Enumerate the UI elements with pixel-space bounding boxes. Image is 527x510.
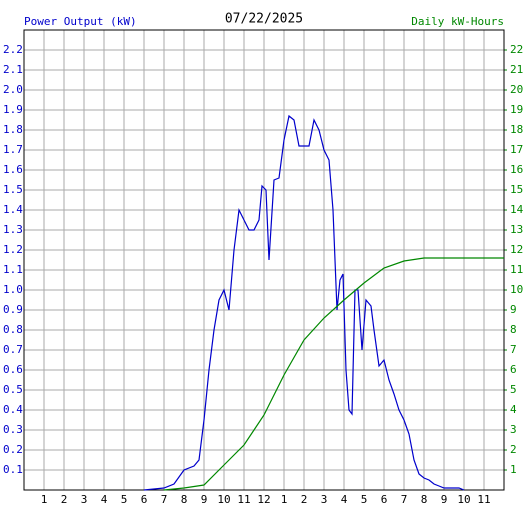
y2-tick-label: 18 (510, 123, 523, 136)
right-axis-title: Daily kW-Hours (411, 15, 504, 28)
y2-tick-label: 15 (510, 183, 523, 196)
y2-tick-label: 19 (510, 103, 523, 116)
x-tick-label: 4 (101, 493, 108, 506)
y2-tick-label: 12 (510, 243, 523, 256)
x-tick-label: 5 (361, 493, 368, 506)
x-tick-label: 1 (281, 493, 288, 506)
y2-tick-label: 13 (510, 223, 523, 236)
y-tick-label: 1.2 (3, 243, 23, 256)
plot-border (23, 29, 505, 491)
y-tick-label: 1.5 (3, 183, 23, 196)
y-tick-label: 1.0 (3, 283, 23, 296)
y2-tick-label: 20 (510, 83, 523, 96)
y-tick-label: 0.6 (3, 363, 23, 376)
x-tick-label: 8 (181, 493, 188, 506)
y-tick-label: 0.1 (3, 463, 23, 476)
chart-title: 07/22/2025 (225, 12, 303, 27)
x-tick-label: 6 (381, 493, 388, 506)
x-tick-label: 1 (41, 493, 48, 506)
y-tick-label: 1.3 (3, 223, 23, 236)
y2-tick-label: 10 (510, 283, 523, 296)
x-tick-label: 10 (217, 493, 230, 506)
y2-tick-label: 9 (510, 303, 517, 316)
left-axis-title: Power Output (kW) (24, 15, 137, 28)
y2-tick-label: 14 (510, 203, 524, 216)
x-tick-label: 8 (421, 493, 428, 506)
y2-tick-label: 5 (510, 383, 517, 396)
y2-tick-label: 11 (510, 263, 523, 276)
x-tick-label: 2 (61, 493, 68, 506)
y2-tick-label: 16 (510, 163, 523, 176)
y-tick-label: 0.4 (3, 403, 23, 416)
x-tick-label: 9 (441, 493, 448, 506)
y-tick-label: 2.1 (3, 63, 23, 76)
y-tick-label: 0.7 (3, 343, 23, 356)
x-tick-label: 5 (121, 493, 128, 506)
y-tick-label: 1.7 (3, 143, 23, 156)
y2-tick-label: 21 (510, 63, 523, 76)
x-tick-label: 3 (81, 493, 88, 506)
x-tick-label: 7 (161, 493, 168, 506)
y2-tick-label: 2 (510, 443, 517, 456)
x-tick-label: 11 (477, 493, 490, 506)
x-tick-label: 6 (141, 493, 148, 506)
y-tick-label: 0.2 (3, 443, 23, 456)
series-line (163, 257, 504, 491)
y2-tick-label: 17 (510, 143, 523, 156)
x-tick-label: 3 (321, 493, 328, 506)
y-tick-label: 1.8 (3, 123, 23, 136)
y2-tick-label: 8 (510, 323, 517, 336)
y-tick-label: 2.0 (3, 83, 23, 96)
y-tick-label: 0.9 (3, 303, 23, 316)
x-tick-label: 10 (457, 493, 470, 506)
y-tick-label: 1.1 (3, 263, 23, 276)
y2-tick-label: 4 (510, 403, 517, 416)
y2-tick-label: 7 (510, 343, 517, 356)
x-tick-label: 12 (257, 493, 270, 506)
y-tick-label: 1.9 (3, 103, 23, 116)
x-tick-label: 4 (341, 493, 348, 506)
y-tick-label: 0.3 (3, 423, 23, 436)
y2-tick-label: 22 (510, 43, 523, 56)
y-tick-label: 0.5 (3, 383, 23, 396)
y-tick-label: 1.4 (3, 203, 23, 216)
x-tick-label: 9 (201, 493, 208, 506)
y2-tick-label: 6 (510, 363, 517, 376)
y-tick-label: 0.8 (3, 323, 23, 336)
x-tick-label: 11 (237, 493, 250, 506)
x-tick-label: 2 (301, 493, 308, 506)
y2-tick-label: 3 (510, 423, 517, 436)
series-line (143, 114, 465, 491)
x-tick-label: 7 (401, 493, 408, 506)
y2-tick-label: 1 (510, 463, 517, 476)
y-tick-label: 1.6 (3, 163, 23, 176)
y-tick-label: 2.2 (3, 43, 23, 56)
